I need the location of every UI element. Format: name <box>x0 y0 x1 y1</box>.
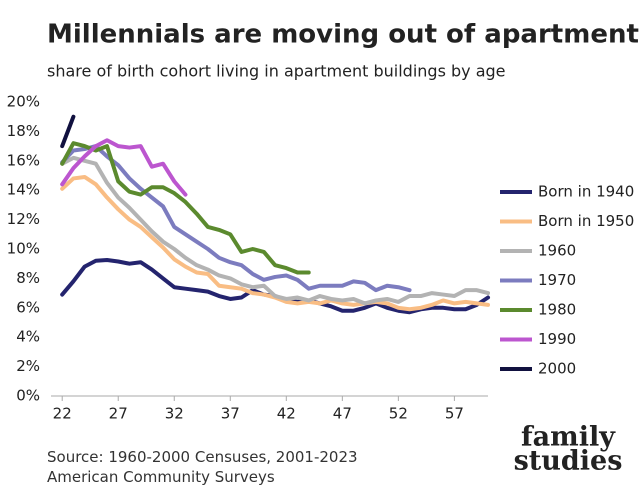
legend-label: 2000 <box>538 360 576 378</box>
legend-label: 1970 <box>538 271 576 289</box>
y-tick-label: 10% <box>7 240 40 258</box>
y-tick-label: 16% <box>7 151 40 169</box>
y-tick-label: 4% <box>16 328 40 346</box>
y-tick-label: 14% <box>7 181 40 199</box>
y-tick-label: 8% <box>16 269 40 287</box>
x-tick-label: 37 <box>221 405 240 423</box>
legend-label: 1990 <box>538 330 576 348</box>
series-line <box>60 114 76 149</box>
series-line <box>60 258 490 315</box>
series-line <box>60 144 412 293</box>
legend-label: 1960 <box>538 242 576 260</box>
legend-label: Born in 1950 <box>538 212 634 230</box>
x-tick-label: 27 <box>109 405 128 423</box>
x-tick-label: 57 <box>445 405 464 423</box>
y-tick-label: 20% <box>7 93 40 111</box>
x-tick-label: 22 <box>53 405 72 423</box>
y-tick-label: 0% <box>16 387 40 405</box>
source-note: Source: 1960-2000 Censuses, 2001-2023 Am… <box>47 448 358 486</box>
series-line <box>60 141 311 275</box>
series-line <box>60 155 490 306</box>
series-line <box>60 174 490 312</box>
x-tick-label: 32 <box>165 405 184 423</box>
x-tick-label: 42 <box>277 405 296 423</box>
chart-subtitle: share of birth cohort living in apartmen… <box>47 62 506 81</box>
y-tick-label: 6% <box>16 298 40 316</box>
y-tick-label: 12% <box>7 210 40 228</box>
series-line <box>60 138 188 197</box>
y-tick-label: 18% <box>7 122 40 140</box>
logo: family <box>521 422 616 453</box>
logo: studies <box>514 446 623 477</box>
legend-label: 1980 <box>538 301 576 319</box>
chart-title: Millennials are moving out of apartments <box>47 20 640 50</box>
y-tick-label: 2% <box>16 357 40 375</box>
x-tick-label: 47 <box>333 405 352 423</box>
legend-label: Born in 1940 <box>538 183 634 201</box>
x-tick-label: 52 <box>389 405 408 423</box>
